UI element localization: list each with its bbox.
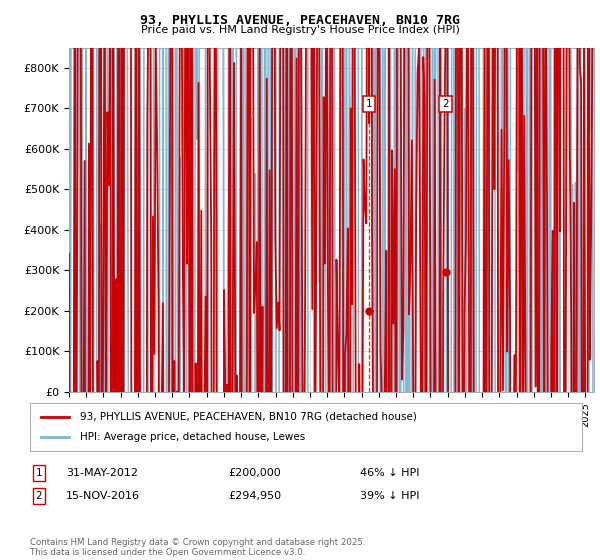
Text: 1: 1: [35, 468, 43, 478]
Text: 93, PHYLLIS AVENUE, PEACEHAVEN, BN10 7RG: 93, PHYLLIS AVENUE, PEACEHAVEN, BN10 7RG: [140, 14, 460, 27]
Text: HPI: Average price, detached house, Lewes: HPI: Average price, detached house, Lewe…: [80, 432, 305, 442]
Text: 2: 2: [442, 99, 449, 109]
Text: £294,950: £294,950: [228, 491, 281, 501]
Text: Price paid vs. HM Land Registry's House Price Index (HPI): Price paid vs. HM Land Registry's House …: [140, 25, 460, 35]
Text: 15-NOV-2016: 15-NOV-2016: [66, 491, 140, 501]
Text: 1: 1: [365, 99, 372, 109]
Text: 31-MAY-2012: 31-MAY-2012: [66, 468, 138, 478]
Text: 39% ↓ HPI: 39% ↓ HPI: [360, 491, 419, 501]
Text: 2: 2: [35, 491, 43, 501]
Text: 93, PHYLLIS AVENUE, PEACEHAVEN, BN10 7RG (detached house): 93, PHYLLIS AVENUE, PEACEHAVEN, BN10 7RG…: [80, 412, 416, 422]
Text: Contains HM Land Registry data © Crown copyright and database right 2025.
This d: Contains HM Land Registry data © Crown c…: [30, 538, 365, 557]
Text: £200,000: £200,000: [228, 468, 281, 478]
Bar: [369, 48, 446, 392]
Text: 46% ↓ HPI: 46% ↓ HPI: [360, 468, 419, 478]
